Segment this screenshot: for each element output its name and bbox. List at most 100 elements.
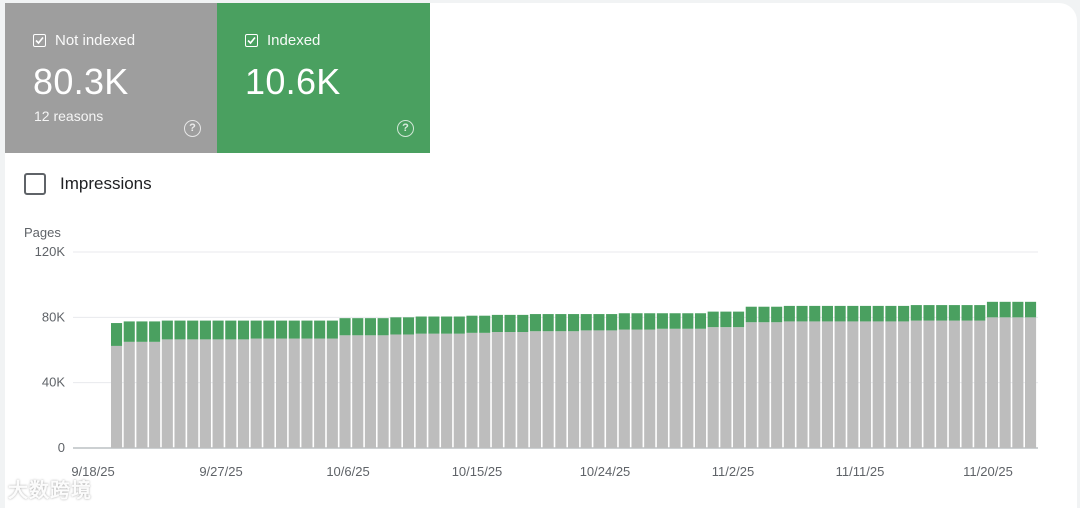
not-indexed-bar[interactable]: [529, 331, 542, 448]
indexed-bar[interactable]: [910, 305, 922, 321]
not-indexed-bar[interactable]: [187, 339, 199, 448]
not-indexed-bar[interactable]: [745, 322, 757, 448]
not-indexed-bar[interactable]: [504, 332, 516, 448]
indexed-bar[interactable]: [276, 320, 288, 339]
not-indexed-bar[interactable]: [936, 320, 948, 448]
indexed-bar[interactable]: [974, 305, 986, 321]
not-indexed-bar[interactable]: [466, 332, 478, 448]
help-icon[interactable]: ?: [184, 120, 201, 137]
not-indexed-bar[interactable]: [479, 332, 491, 448]
indexed-bar[interactable]: [288, 320, 300, 339]
not-indexed-bar[interactable]: [326, 338, 338, 448]
not-indexed-bar[interactable]: [1012, 317, 1024, 448]
indexed-bar[interactable]: [733, 311, 745, 328]
not-indexed-bar[interactable]: [682, 328, 694, 448]
indexed-bar[interactable]: [187, 320, 199, 340]
not-indexed-bar[interactable]: [707, 327, 719, 448]
indexed-bar[interactable]: [517, 314, 529, 333]
not-indexed-bar[interactable]: [948, 320, 960, 448]
not-indexed-bar[interactable]: [149, 341, 161, 448]
not-indexed-bar[interactable]: [631, 329, 643, 448]
indexed-bar[interactable]: [123, 321, 135, 342]
indexed-bar[interactable]: [441, 316, 453, 334]
not-indexed-bar[interactable]: [923, 320, 935, 448]
indexed-bar[interactable]: [491, 314, 503, 333]
not-indexed-bar[interactable]: [352, 335, 364, 448]
indexed-bar[interactable]: [618, 313, 630, 330]
indexed-bar[interactable]: [364, 318, 376, 336]
impressions-checkbox[interactable]: [24, 173, 46, 195]
indexed-bar[interactable]: [771, 306, 783, 323]
not-indexed-bar[interactable]: [212, 339, 224, 448]
not-indexed-bar[interactable]: [821, 321, 833, 448]
indexed-bar[interactable]: [111, 323, 123, 346]
indexed-bar[interactable]: [466, 315, 478, 333]
not-indexed-bar[interactable]: [644, 329, 656, 448]
not-indexed-bar[interactable]: [656, 328, 668, 448]
not-indexed-bar[interactable]: [847, 321, 859, 448]
indexed-bar[interactable]: [631, 313, 643, 330]
indexed-bar[interactable]: [263, 320, 275, 339]
indexed-card[interactable]: Indexed 10.6K ?: [217, 3, 430, 153]
indexed-bar[interactable]: [314, 320, 326, 339]
not-indexed-bar[interactable]: [809, 321, 821, 448]
not-indexed-bar[interactable]: [720, 327, 732, 448]
not-indexed-checkbox[interactable]: [33, 34, 46, 47]
not-indexed-bar[interactable]: [225, 339, 237, 448]
indexed-bar[interactable]: [199, 320, 211, 340]
not-indexed-bar[interactable]: [123, 341, 135, 448]
indexed-bar[interactable]: [301, 320, 313, 339]
not-indexed-bar[interactable]: [377, 335, 389, 448]
not-indexed-bar[interactable]: [402, 334, 415, 448]
not-indexed-bar[interactable]: [555, 331, 567, 448]
indexed-bar[interactable]: [986, 301, 999, 318]
indexed-bar[interactable]: [694, 313, 707, 329]
help-icon[interactable]: ?: [397, 120, 414, 137]
indexed-bar[interactable]: [606, 314, 618, 331]
indexed-bar[interactable]: [656, 313, 668, 329]
not-indexed-bar[interactable]: [885, 321, 897, 448]
not-indexed-bar[interactable]: [999, 317, 1011, 448]
not-indexed-bar[interactable]: [606, 330, 618, 448]
indexed-bar[interactable]: [542, 314, 554, 332]
not-indexed-bar[interactable]: [136, 341, 148, 448]
indexed-bar[interactable]: [250, 320, 262, 339]
not-indexed-card[interactable]: Not indexed 80.3K 12 reasons ?: [5, 3, 217, 153]
not-indexed-bar[interactable]: [276, 338, 288, 448]
not-indexed-bar[interactable]: [250, 338, 262, 448]
indexed-bar[interactable]: [225, 320, 237, 340]
not-indexed-bar[interactable]: [898, 321, 910, 448]
indexed-bar[interactable]: [923, 305, 935, 321]
indexed-bar[interactable]: [580, 314, 592, 331]
indexed-bar[interactable]: [415, 316, 427, 334]
not-indexed-bar[interactable]: [733, 327, 745, 448]
not-indexed-bar[interactable]: [199, 339, 211, 448]
not-indexed-bar[interactable]: [568, 331, 580, 448]
not-indexed-bar[interactable]: [796, 321, 808, 448]
indexed-bar[interactable]: [872, 305, 884, 322]
indexed-bar[interactable]: [948, 305, 960, 321]
not-indexed-bar[interactable]: [453, 333, 465, 448]
not-indexed-bar[interactable]: [542, 331, 554, 448]
indexed-bar[interactable]: [453, 316, 465, 334]
indexed-bar[interactable]: [644, 313, 656, 330]
not-indexed-bar[interactable]: [428, 333, 440, 448]
indexed-bar[interactable]: [352, 318, 364, 336]
impressions-toggle[interactable]: Impressions: [24, 173, 152, 195]
indexed-bar[interactable]: [568, 314, 580, 332]
indexed-bar[interactable]: [682, 313, 694, 329]
not-indexed-bar[interactable]: [859, 321, 872, 448]
indexed-bar[interactable]: [555, 314, 567, 332]
indexed-bar[interactable]: [149, 321, 161, 342]
indexed-bar[interactable]: [720, 311, 732, 328]
not-indexed-bar[interactable]: [961, 320, 973, 448]
not-indexed-bar[interactable]: [441, 333, 453, 448]
not-indexed-bar[interactable]: [1025, 317, 1037, 448]
indexed-bar[interactable]: [783, 305, 795, 322]
indexed-bar[interactable]: [174, 320, 186, 340]
not-indexed-bar[interactable]: [910, 320, 922, 448]
not-indexed-bar[interactable]: [694, 328, 707, 448]
indexed-bar[interactable]: [593, 314, 605, 331]
indexed-bar[interactable]: [479, 315, 491, 333]
indexed-bar[interactable]: [745, 306, 757, 323]
